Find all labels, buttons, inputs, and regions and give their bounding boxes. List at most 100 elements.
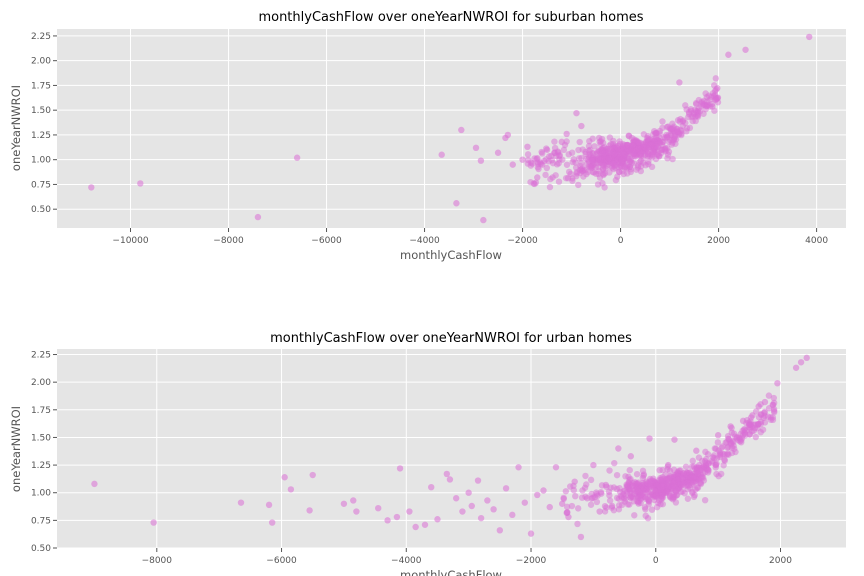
urban-data-point	[587, 476, 595, 484]
urban-data-point	[468, 502, 475, 510]
suburban-data-point	[586, 163, 594, 170]
urban-data-point	[406, 508, 413, 515]
urban-data-point	[587, 501, 595, 508]
urban-data-point	[396, 465, 404, 472]
urban-data-point	[633, 470, 641, 478]
suburban-data-point	[597, 141, 604, 148]
urban-data-point	[534, 491, 541, 499]
suburban-data-point	[626, 147, 633, 154]
suburban-y-tick-label: 0.75	[31, 180, 51, 190]
urban-data-point	[579, 487, 586, 494]
suburban-data-point	[546, 183, 554, 191]
urban-data-point	[340, 500, 348, 507]
suburban-data-point	[254, 213, 262, 221]
urban-data-point	[698, 473, 706, 481]
urban-data-point	[626, 466, 633, 474]
urban-data-point	[682, 463, 690, 470]
urban-data-point	[611, 459, 618, 467]
urban-data-point	[563, 509, 570, 517]
suburban-data-point	[578, 122, 585, 130]
suburban-data-point	[621, 163, 629, 170]
urban-data-point	[648, 506, 656, 513]
urban-data-point	[757, 401, 764, 408]
suburban-data-point	[563, 161, 571, 168]
urban-data-point	[701, 496, 709, 504]
urban-y-tick-label: 1.00	[31, 489, 51, 499]
urban-data-point	[459, 508, 466, 515]
suburban-data-point	[659, 124, 666, 132]
urban-data-point	[730, 430, 738, 437]
urban-y-axis-label: oneYearNWROI	[9, 406, 23, 492]
urban-data-point	[627, 453, 635, 460]
suburban-data-point	[88, 184, 95, 191]
urban-data-point	[631, 512, 638, 519]
suburban-data-point	[552, 172, 559, 179]
urban-data-point	[640, 484, 647, 492]
urban-data-point	[515, 464, 522, 471]
urban-data-point	[652, 492, 660, 499]
urban-data-point	[582, 472, 589, 480]
urban-data-point	[774, 380, 781, 387]
urban-data-point	[353, 508, 360, 515]
suburban-data-point	[627, 166, 635, 173]
suburban-data-point	[712, 75, 720, 82]
urban-data-point	[646, 435, 653, 442]
urban-data-point	[624, 483, 632, 490]
urban-data-point	[509, 511, 516, 519]
urban-data-point	[562, 488, 570, 495]
urban-data-point	[765, 392, 773, 399]
suburban-data-point	[642, 161, 649, 169]
urban-data-point	[490, 506, 497, 513]
urban-y-tick-label: 0.50	[31, 544, 51, 554]
urban-data-point	[695, 461, 703, 469]
suburban-data-point	[593, 150, 601, 157]
suburban-data-point	[569, 177, 576, 185]
suburban-x-tick-label: 2000	[707, 236, 730, 246]
suburban-y-axis-label: oneYearNWROI	[9, 85, 23, 171]
urban-data-point	[606, 467, 613, 474]
urban-points	[91, 354, 810, 541]
suburban-data-point	[572, 159, 579, 166]
suburban-x-axis-label: monthlyCashFlow	[400, 248, 502, 262]
suburban-data-point	[543, 145, 550, 152]
suburban-data-point	[527, 178, 534, 186]
urban-data-point	[568, 502, 576, 510]
suburban-data-point	[606, 169, 613, 176]
urban-data-point	[797, 359, 805, 366]
suburban-data-point	[656, 130, 663, 137]
urban-data-point	[428, 483, 435, 491]
urban-data-point	[693, 484, 701, 491]
suburban-data-point	[543, 164, 551, 172]
suburban-data-point	[611, 151, 618, 158]
urban-data-point	[606, 497, 614, 504]
suburban-data-point	[592, 170, 600, 177]
urban-data-point	[527, 530, 535, 537]
suburban-data-point	[670, 136, 677, 143]
suburban-data-point	[650, 135, 657, 143]
suburban-y-tick-label: 2.00	[31, 57, 51, 67]
suburban-data-point	[573, 109, 580, 117]
suburban-data-point	[644, 150, 652, 157]
suburban-data-point	[535, 165, 542, 173]
urban-data-point	[412, 523, 419, 531]
suburban-data-point	[619, 143, 626, 150]
urban-x-tick-label: −4000	[391, 556, 422, 566]
urban-data-point	[671, 436, 678, 443]
urban-data-point	[713, 460, 720, 467]
suburban-data-point	[600, 170, 607, 178]
suburban-data-point	[613, 144, 621, 152]
urban-data-point	[265, 501, 273, 509]
urban-chart-title: monthlyCashFlow over oneYearNWROI for ur…	[270, 331, 632, 346]
suburban-data-point	[578, 160, 585, 167]
urban-data-point	[615, 506, 623, 513]
urban-data-point	[546, 503, 553, 511]
urban-data-point	[577, 533, 585, 541]
urban-data-point	[590, 461, 597, 469]
urban-data-point	[596, 508, 603, 515]
urban-data-point	[350, 497, 357, 504]
suburban-data-point	[657, 146, 665, 153]
suburban-data-point	[612, 176, 620, 184]
urban-data-point	[560, 494, 567, 502]
suburban-data-point	[636, 158, 643, 166]
suburban-data-point	[669, 124, 677, 132]
